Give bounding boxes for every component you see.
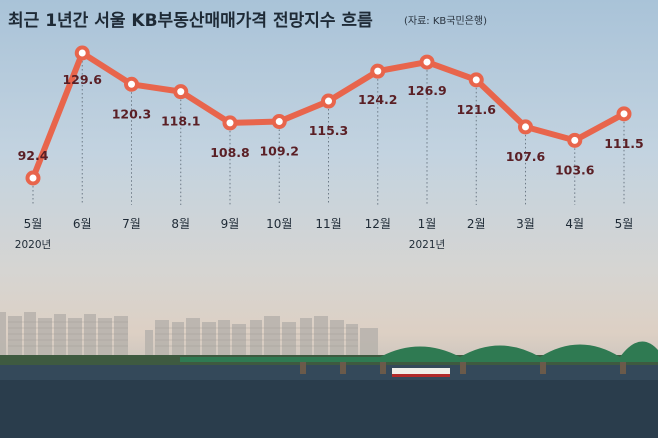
- data-markers: [25, 45, 632, 186]
- value-label-2: 120.3: [112, 106, 152, 121]
- x-tick-label-5: 10월: [266, 217, 292, 231]
- year-label-0: 2020년: [15, 239, 51, 251]
- value-label-4: 108.8: [210, 145, 250, 160]
- x-axis-month-labels: 5월 6월 7월 8월 9월 10월 11월 12월 1월 2월 3월 4월 5월: [24, 217, 634, 231]
- data-point-8: [423, 58, 431, 66]
- x-tick-label-2: 7월: [122, 217, 141, 231]
- chart-title: 최근 1년간 서울 KB부동산매매가격 전망지수 흐름: [8, 11, 373, 31]
- background-city-photo: [0, 312, 658, 438]
- value-label-1: 129.6: [62, 72, 102, 87]
- data-point-7: [374, 67, 382, 75]
- data-point-2: [128, 80, 135, 88]
- data-point-3: [177, 88, 185, 96]
- vertical-guides: [32, 53, 625, 205]
- value-label-0: 92.4: [18, 148, 49, 163]
- source-note: (자료: KB국민은행): [404, 16, 487, 27]
- value-label-12: 111.5: [604, 136, 644, 151]
- data-point-10: [522, 123, 529, 131]
- value-label-7: 124.2: [358, 92, 398, 107]
- data-point-5: [275, 118, 283, 126]
- value-label-11: 103.6: [555, 162, 595, 177]
- value-label-9: 121.6: [456, 102, 496, 117]
- data-point-4: [226, 119, 234, 127]
- x-tick-label-9: 2월: [467, 217, 486, 231]
- x-tick-label-4: 9월: [221, 217, 240, 231]
- data-point-1: [78, 49, 86, 57]
- boat: [392, 368, 450, 377]
- x-tick-label-10: 3월: [516, 217, 535, 231]
- bridge: [180, 341, 658, 362]
- value-label-5: 109.2: [259, 144, 299, 159]
- data-value-labels: 92.4 129.6 120.3 118.1 108.8 109.2 115.3 124.2 1…: [18, 72, 644, 177]
- x-tick-label-11: 4월: [565, 217, 584, 231]
- x-tick-label-3: 8월: [171, 217, 190, 231]
- data-point-6: [325, 97, 332, 105]
- data-point-0: [29, 174, 37, 182]
- x-tick-label-12: 5월: [615, 217, 634, 231]
- year-label-1: 2021년: [409, 239, 445, 251]
- x-axis-year-labels: 2020년 2021년: [15, 239, 445, 251]
- x-tick-label-0: 5월: [24, 217, 43, 231]
- x-tick-label-1: 6월: [73, 217, 92, 231]
- x-tick-label-7: 12월: [365, 217, 391, 231]
- value-label-8: 126.9: [407, 83, 447, 98]
- data-point-11: [571, 136, 579, 144]
- value-label-3: 118.1: [161, 114, 201, 129]
- data-point-9: [472, 76, 480, 84]
- x-tick-label-8: 1월: [418, 217, 437, 231]
- data-point-12: [620, 110, 628, 118]
- x-tick-label-6: 11월: [315, 217, 341, 231]
- value-label-10: 107.6: [506, 149, 546, 164]
- value-label-6: 115.3: [309, 123, 349, 138]
